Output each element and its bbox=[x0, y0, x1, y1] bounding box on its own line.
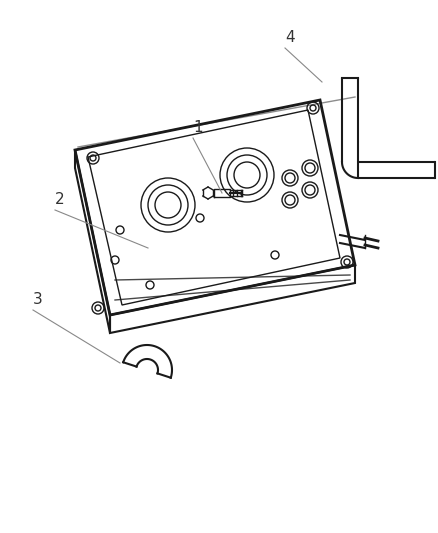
Text: 1: 1 bbox=[193, 120, 202, 135]
Text: 4: 4 bbox=[284, 30, 294, 45]
Text: 2: 2 bbox=[55, 192, 64, 207]
Text: 3: 3 bbox=[33, 292, 42, 307]
